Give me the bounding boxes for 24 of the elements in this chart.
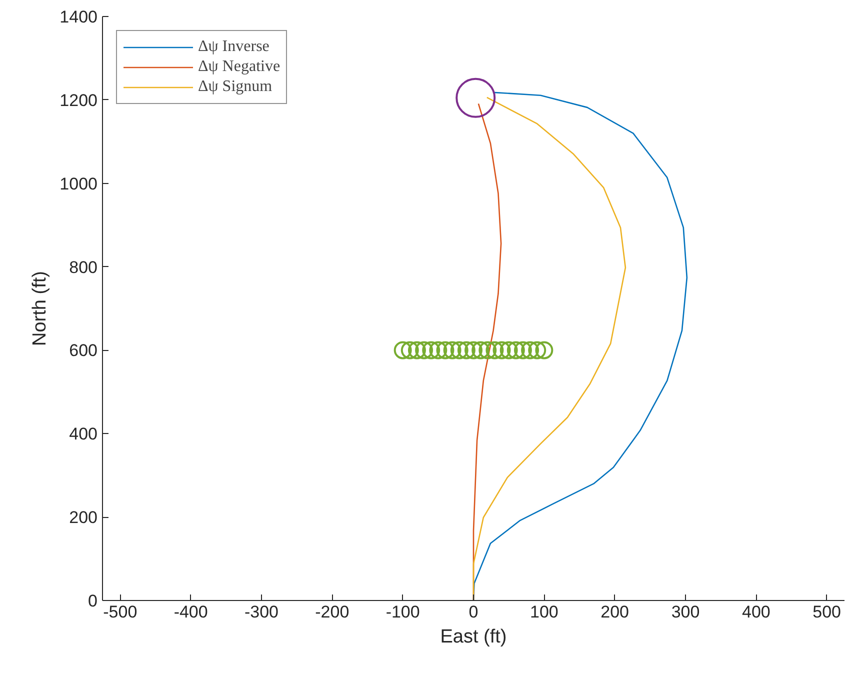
y-tick-label: 800 xyxy=(69,258,98,277)
x-tick-label: -300 xyxy=(244,602,279,622)
x-tick-label: 100 xyxy=(530,602,558,622)
x-tick-label: 400 xyxy=(742,602,770,622)
x-tick-label: -100 xyxy=(386,602,420,622)
x-tick-label: 500 xyxy=(812,602,842,622)
y-tick-label: 1000 xyxy=(60,174,98,194)
y-tick-label: 400 xyxy=(69,424,98,444)
line-series xyxy=(472,92,688,600)
y-tick-label: 1400 xyxy=(60,8,98,26)
y-tick-label: 1200 xyxy=(60,90,98,110)
y-axis-title: North (ft) xyxy=(30,271,51,346)
x-tick-label: -400 xyxy=(174,602,208,622)
y-tick-label: 600 xyxy=(69,341,98,360)
legend-label: Δψ Negative xyxy=(198,58,280,76)
x-tick-label: 0 xyxy=(468,602,478,622)
legend-label: Δψ Inverse xyxy=(198,38,270,56)
y-tick-label: 200 xyxy=(69,508,98,528)
x-axis-title: East (ft) xyxy=(440,626,507,648)
legend-label: Δψ Signum xyxy=(198,78,272,96)
x-tick-label: -500 xyxy=(103,602,138,622)
x-tick-label: 300 xyxy=(671,602,700,622)
x-tick-label: -200 xyxy=(315,602,350,622)
x-tick-label: 200 xyxy=(600,602,630,622)
